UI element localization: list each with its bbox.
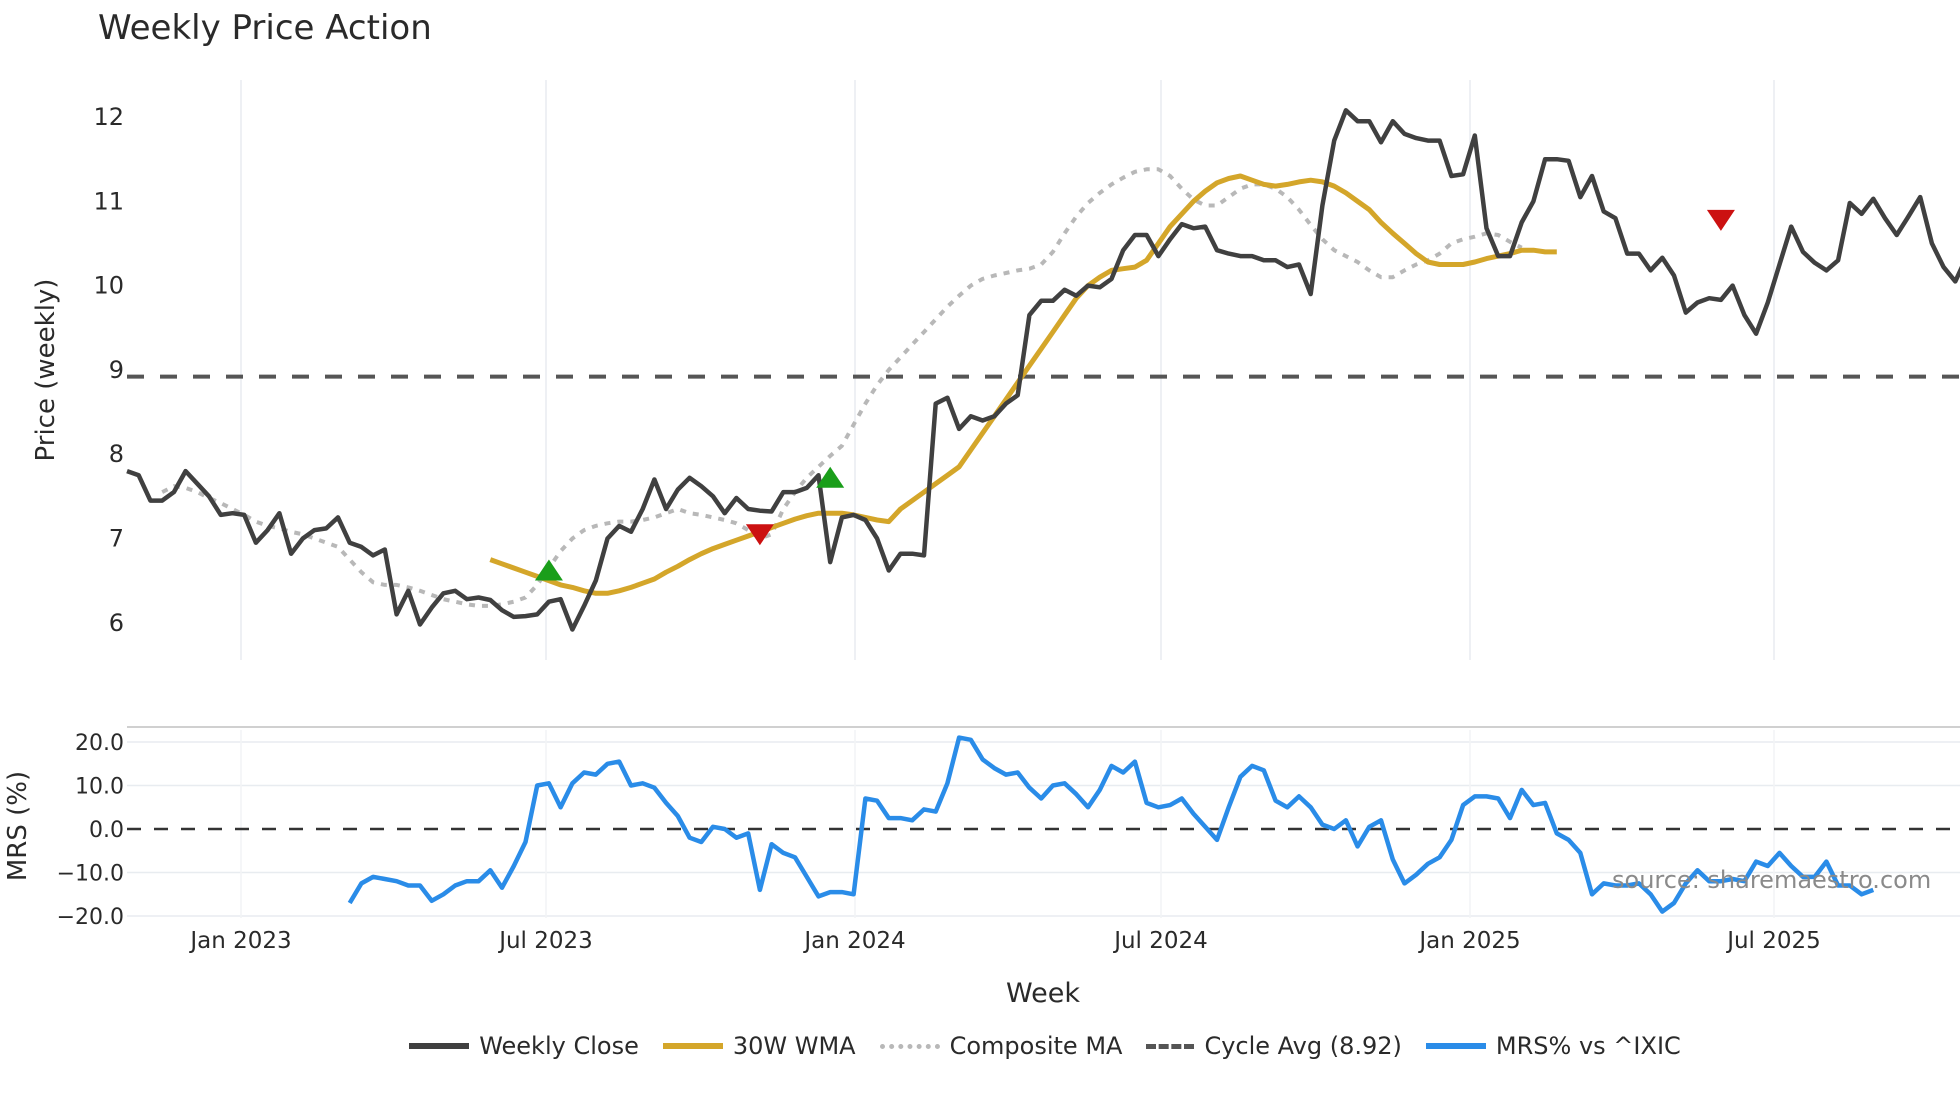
weekly-close-line [126, 108, 1960, 632]
mrs-ytick-label: 0.0 [89, 818, 124, 843]
xtick-label: Jan 2023 [188, 928, 291, 954]
legend-label: 30W WMA [732, 1032, 856, 1060]
mrs-line [347, 735, 1875, 914]
legend-label: Composite MA [949, 1032, 1123, 1060]
mrs-ytick-label: −20.0 [57, 905, 124, 930]
price-ytick-label: 9 [109, 356, 124, 384]
legend-label: MRS% vs ^IXIC [1495, 1032, 1681, 1060]
wma-swatch-icon [662, 1043, 723, 1049]
legend-label: Weekly Close [479, 1032, 639, 1060]
legend: Weekly Close 30W WMA Composite MA Cycle … [0, 1032, 1960, 1060]
chart-title: Weekly Price Action [98, 8, 432, 48]
price-ytick-label: 8 [109, 440, 124, 468]
sell-signal-marker-icon [745, 524, 774, 546]
legend-item-30w-wma[interactable]: 30W WMA [662, 1032, 856, 1060]
composite-ma-line [161, 167, 1523, 608]
source-label: source: sharemaestro.com [1612, 866, 1932, 894]
legend-item-cycle-avg[interactable]: Cycle Avg (8.92) [1146, 1032, 1402, 1060]
mrs-swatch-icon [1425, 1043, 1486, 1049]
composite-ma-swatch-icon [879, 1043, 940, 1049]
xtick-label: Jul 2023 [497, 928, 593, 954]
legend-item-mrs[interactable]: MRS% vs ^IXIC [1425, 1032, 1681, 1060]
legend-item-weekly-close[interactable]: Weekly Close [409, 1032, 639, 1060]
buy-signal-marker-icon [816, 466, 845, 488]
xtick-label: Jan 2024 [802, 928, 905, 954]
price-ytick-label: 6 [109, 609, 124, 637]
price-ylabel: Price (weekly) [31, 279, 61, 462]
buy-signal-marker-icon [534, 559, 563, 581]
price-ytick-label: 7 [109, 525, 124, 553]
legend-label: Cycle Avg (8.92) [1204, 1032, 1402, 1060]
mrs-ytick-label: 10.0 [75, 775, 124, 800]
sell-signal-marker-icon [1706, 209, 1735, 231]
xlabel: Week [1006, 978, 1080, 1009]
weekly-close-swatch-icon [409, 1043, 470, 1049]
price-ytick-label: 11 [93, 187, 124, 215]
mrs-ylabel: MRS (%) [3, 771, 33, 881]
xtick-label: Jul 2025 [1725, 928, 1821, 954]
mrs-ytick-label: −10.0 [57, 862, 124, 887]
cycle-avg-swatch-icon [1146, 1043, 1195, 1049]
legend-item-composite-ma[interactable]: Composite MA [879, 1032, 1123, 1060]
wma-line [489, 173, 1557, 596]
price-ytick-label: 10 [93, 272, 124, 300]
mrs-ytick-label: 20.0 [75, 731, 124, 756]
price-ytick-label: 12 [93, 103, 124, 131]
xtick-label: Jan 2025 [1417, 928, 1520, 954]
xtick-label: Jul 2024 [1112, 928, 1208, 954]
